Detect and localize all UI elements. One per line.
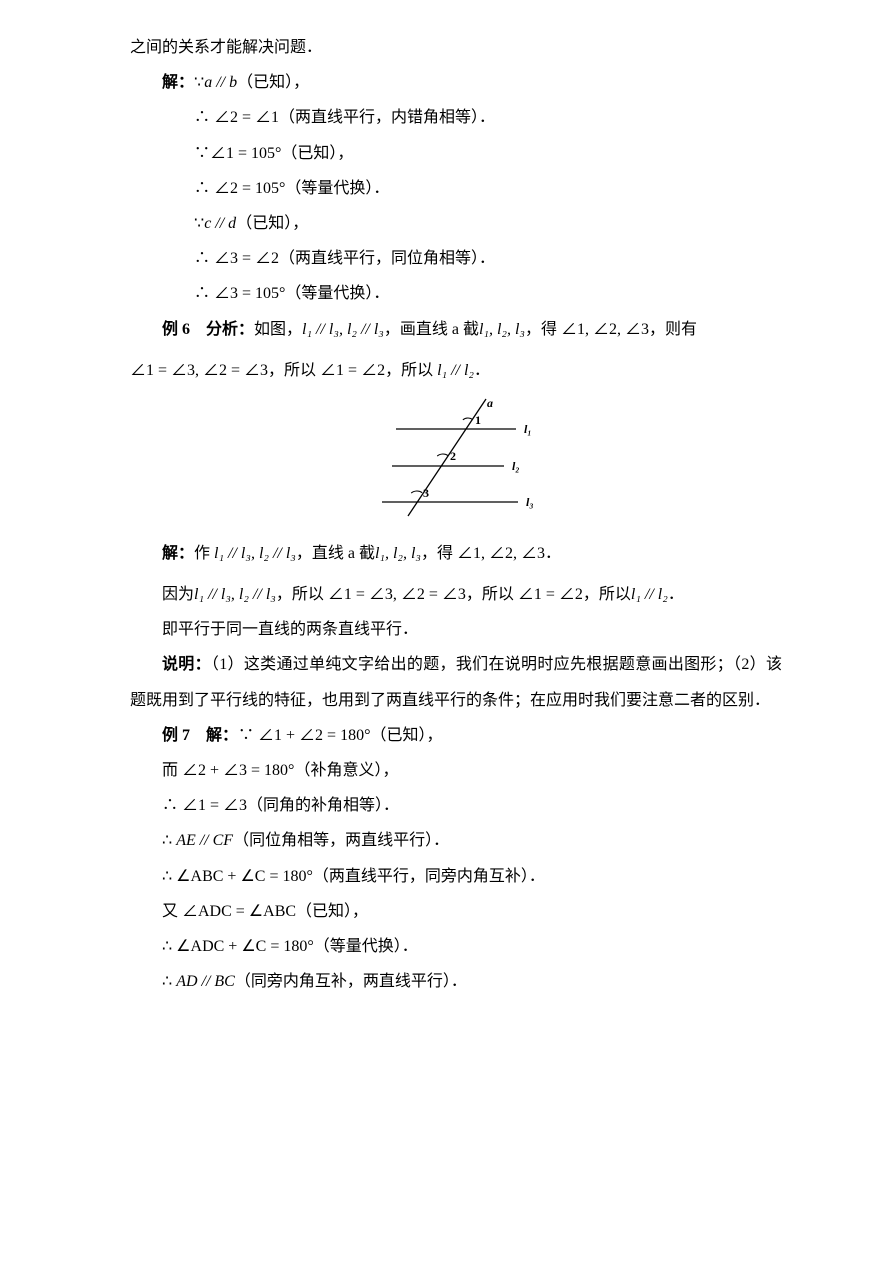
proof-line: ∴ ∠2 = 105°（等量代换）． [130,171,782,206]
text: （1）这类通过单纯文字给出的题，我们在说明时应先根据题意画出图形；（2）该题既用… [130,656,782,708]
proof-line: ∴ ∠1 = ∠3（同角的补角相等）． [130,788,782,823]
proof-line: ∴ AD // BC（同旁内角互补，两直线平行）． [130,964,782,999]
proof-line: ∴ AE // CF（同位角相等，两直线平行）． [130,823,782,858]
solution-label: 解： [162,74,194,91]
example-label: 例 6 分析： [162,321,254,338]
explanation-label: 说明： [162,656,211,673]
solution-label: 解： [162,545,194,562]
math-expr: l₁ // l₃, l₂ // l₃ [214,545,296,562]
text: ． [668,586,684,603]
diagram-parallel-lines: a1 2 3 l₁ l₂ l₃ [130,394,782,524]
continuation-line: 之间的关系才能解决问题． [130,30,782,65]
math-expr: AE // CF [176,832,233,849]
svg-text:l₁: l₁ [524,422,532,436]
text: ∵ [194,215,204,232]
text: ． [474,362,490,379]
svg-text:a: a [487,396,493,410]
text: ，所以 ∠1 = ∠3, ∠2 = ∠3，所以 ∠1 = ∠2，所以 [276,586,631,603]
proof-line: ∵∠1 = 105°（已知）， [130,136,782,171]
text: ∴ [162,973,176,990]
text: 作 [194,545,214,562]
text: ∠1 = ∠3, ∠2 = ∠3，所以 ∠1 = ∠2，所以 [130,362,437,379]
proof-line: ∴ ∠ADC + ∠C = 180°（等量代换）． [130,929,782,964]
text: 如图， [254,321,302,338]
text: ，直线 a 截 [296,545,375,562]
math-expr: l₁, l₂, l₃ [375,545,421,562]
svg-text:2: 2 [450,449,456,463]
example-6-line-2: ∠1 = ∠3, ∠2 = ∠3，所以 ∠1 = ∠2，所以 l₁ // l₂． [130,353,782,388]
proof-line: ∴ ∠3 = 105°（等量代换）． [130,276,782,311]
math-expr: a // b [204,74,237,91]
explanation-block: 说明：（1）这类通过单纯文字给出的题，我们在说明时应先根据题意画出图形；（2）该… [130,647,782,717]
svg-text:l₃: l₃ [526,495,534,509]
proof-line: ∴ ∠2 = ∠1（两直线平行，内错角相等）． [130,100,782,135]
proof-line: ∴ ∠3 = ∠2（两直线平行，同位角相等）． [130,241,782,276]
example-label: 例 7 解： [162,727,238,744]
text: ，得 ∠1, ∠2, ∠3，则有 [525,321,697,338]
text: ，得 ∠1, ∠2, ∠3． [421,545,561,562]
math-expr: l₁, l₂, l₃ [479,321,525,338]
math-expr: l₁ // l₂ [437,362,474,379]
solution-line: 因为l₁ // l₃, l₂ // l₃，所以 ∠1 = ∠3, ∠2 = ∠3… [130,577,782,612]
proof-line: 而 ∠2 + ∠3 = 180°（补角意义）， [130,753,782,788]
text: ∴ [162,832,176,849]
text: （已知）， [236,215,308,232]
math-expr: l₁ // l₃, l₂ // l₃ [194,586,276,603]
svg-text:l₂: l₂ [512,459,520,473]
proof-line: ∵c // d（已知）， [130,206,782,241]
solution-line: 即平行于同一直线的两条直线平行． [130,612,782,647]
text: （同旁内角互补，两直线平行）． [235,973,467,990]
proof-line: ∴ ∠ABC + ∠C = 180°（两直线平行，同旁内角互补）． [130,859,782,894]
proof-line: 又 ∠ADC = ∠ABC（已知）， [130,894,782,929]
text: ∵ ∠1 + ∠2 = 180°（已知）， [238,727,442,744]
solution-line: 解：∵a // b（已知）， [130,65,782,100]
math-expr: c // d [204,215,236,232]
svg-text:3: 3 [423,486,429,500]
solution-line: 解：作 l₁ // l₃, l₂ // l₃，直线 a 截l₁, l₂, l₃，… [130,536,782,571]
diagram-svg: a1 2 3 l₁ l₂ l₃ [356,394,556,524]
text: （同位角相等，两直线平行）． [233,832,449,849]
text: 因为 [162,586,194,603]
text: （已知）， [237,74,309,91]
text: ∵ [194,74,204,91]
text: ，画直线 a 截 [384,321,479,338]
math-expr: AD // BC [176,973,235,990]
math-expr: l₁ // l₃, l₂ // l₃ [302,321,384,338]
svg-text:1: 1 [475,413,481,427]
math-expr: l₁ // l₂ [631,586,668,603]
example-6-line: 例 6 分析：如图，l₁ // l₃, l₂ // l₃，画直线 a 截l₁, … [130,312,782,347]
example-7-line: 例 7 解：∵ ∠1 + ∠2 = 180°（已知）， [130,718,782,753]
